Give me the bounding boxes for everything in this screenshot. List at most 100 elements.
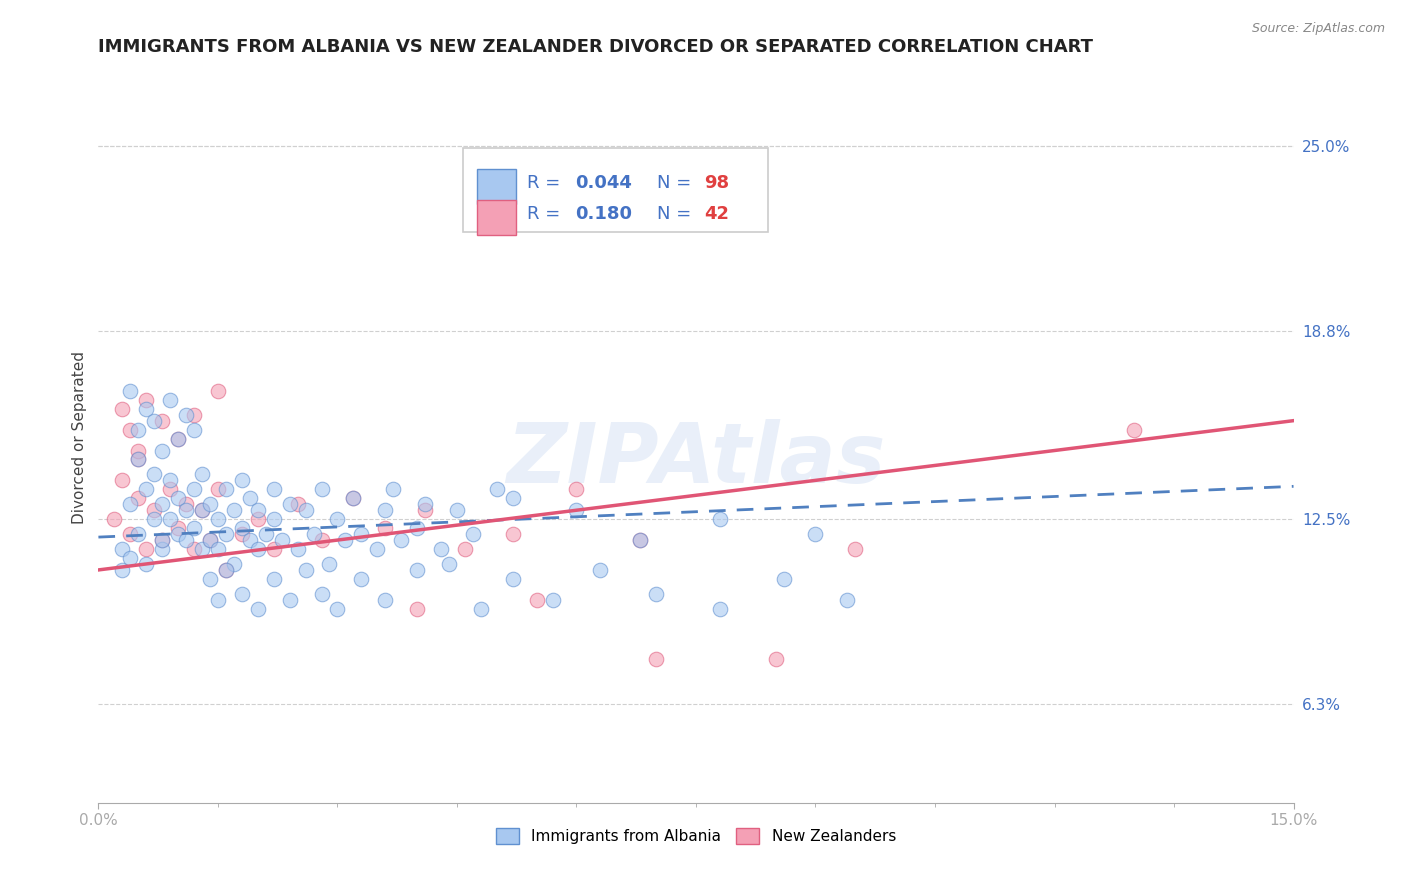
Point [454,542,477,557]
Point [270,533,292,547]
Point [263,542,285,557]
Point [174,533,197,547]
Point [430,542,453,557]
Point [191,542,214,557]
Point [183,521,205,535]
Point [174,408,197,422]
Point [278,497,301,511]
Point [222,503,245,517]
Point [844,542,866,557]
Text: 98: 98 [704,175,730,193]
Point [326,601,349,615]
Point [159,474,181,488]
Point [191,467,214,482]
Point [287,542,309,557]
Point [120,384,142,398]
Point [174,503,197,517]
Point [311,533,333,547]
Point [207,483,229,497]
Point [502,572,524,586]
Text: Source: ZipAtlas.com: Source: ZipAtlas.com [1251,22,1385,36]
Point [111,542,134,557]
Point [437,557,460,571]
Point [342,491,364,506]
Point [207,592,229,607]
Point [239,533,262,547]
Point [565,503,588,517]
Point [589,563,612,577]
Point [389,533,412,547]
Point [135,483,157,497]
Point [318,557,340,571]
Point [263,483,285,497]
Point [167,432,190,446]
Point [311,587,333,601]
Point [350,527,373,541]
Point [263,572,285,586]
Point [183,483,205,497]
Point [628,533,651,547]
Point [413,503,436,517]
Point [502,527,524,541]
Point [541,592,564,607]
Point [135,401,157,416]
Point [246,503,269,517]
FancyBboxPatch shape [477,200,516,235]
Y-axis label: Divorced or Separated: Divorced or Separated [72,351,87,524]
Point [127,452,149,467]
Point [294,563,316,577]
Point [198,533,221,547]
Point [374,592,396,607]
Text: R =: R = [527,205,572,223]
Text: 0.044: 0.044 [575,175,633,193]
Point [326,512,349,526]
Point [215,483,238,497]
Point [366,542,388,557]
Point [709,601,731,615]
Text: ZIPAtlas: ZIPAtlas [506,418,886,500]
Point [406,563,429,577]
Point [183,542,205,557]
Point [159,512,181,526]
Point [103,512,125,526]
Point [231,521,253,535]
Point [135,557,157,571]
Point [263,512,285,526]
Point [215,527,238,541]
Point [382,483,405,497]
Point [239,491,262,506]
Point [143,503,166,517]
Point [150,443,173,458]
Point [111,474,134,488]
Point [174,497,197,511]
Point [198,497,221,511]
Point [191,503,214,517]
Point [709,512,731,526]
Point [246,512,269,526]
Point [765,652,787,666]
Point [645,587,668,601]
Point [150,497,173,511]
Point [804,527,827,541]
Point [526,592,548,607]
Point [231,474,253,488]
Point [470,601,492,615]
Point [135,392,157,407]
Legend: Immigrants from Albania, New Zealanders: Immigrants from Albania, New Zealanders [489,822,903,850]
Point [191,503,214,517]
Point [183,423,205,437]
Point [502,491,524,506]
Point [772,572,794,586]
Text: R =: R = [527,175,567,193]
Point [120,497,142,511]
Point [485,483,508,497]
Point [231,527,253,541]
Point [565,483,588,497]
Point [406,521,429,535]
Point [645,652,668,666]
Text: 42: 42 [704,205,730,223]
Point [222,557,245,571]
Point [1123,423,1146,437]
Point [231,587,253,601]
Point [143,512,166,526]
